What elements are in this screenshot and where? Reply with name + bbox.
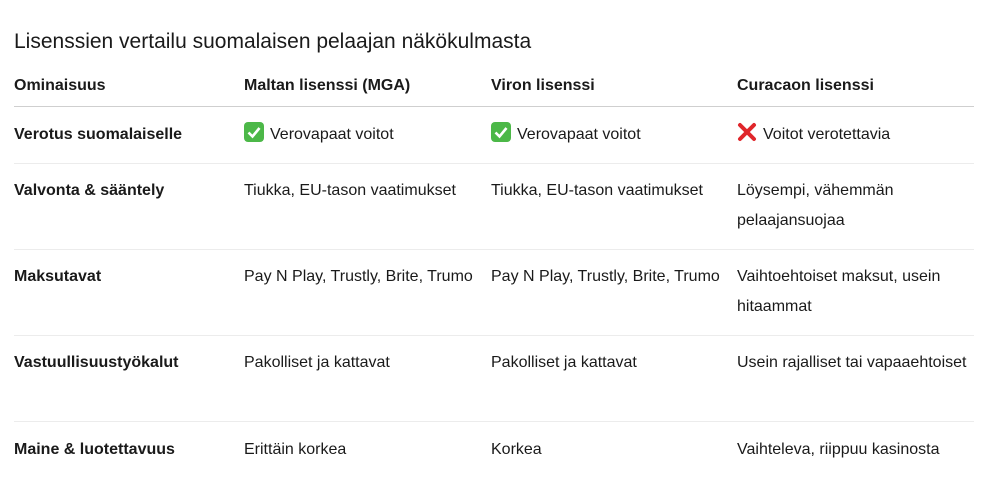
row-label: Vastuullisuustyökalut bbox=[14, 354, 179, 371]
row-label: Valvonta & sääntely bbox=[14, 182, 165, 199]
cell: Voitot verotettavia bbox=[737, 120, 973, 150]
cell: Korkea bbox=[491, 441, 542, 458]
cell: Vaihteleva, riippuu kasinosta bbox=[737, 441, 940, 458]
cell-text: Verovapaat voitot bbox=[517, 126, 641, 143]
check-icon bbox=[244, 122, 264, 142]
header-cell: Ominaisuus bbox=[14, 77, 106, 94]
header-cell: Maltan lisenssi (MGA) bbox=[244, 77, 411, 94]
cell: Pay N Play, Trustly, Brite, Trumo bbox=[244, 268, 473, 285]
title: Lisenssien vertailu suomalaisen pelaajan… bbox=[14, 30, 532, 53]
cell: Verovapaat voitot bbox=[491, 120, 727, 150]
cell: Pay N Play, Trustly, Brite, Trumo bbox=[491, 268, 720, 285]
row-label: Verotus suomalaiselle bbox=[14, 126, 183, 143]
cell: Pakolliset ja kattavat bbox=[491, 354, 637, 371]
header-cell: Viron lisenssi bbox=[491, 77, 595, 94]
row-divider bbox=[14, 249, 974, 250]
row-divider bbox=[14, 163, 974, 164]
cell: Usein rajalliset tai vapaaehtoiset bbox=[737, 354, 967, 371]
cell: Verovapaat voitot bbox=[244, 120, 480, 150]
row-divider bbox=[14, 421, 974, 422]
row-label: Maine & luotettavuus bbox=[14, 441, 175, 458]
row-divider bbox=[14, 335, 974, 336]
header-divider bbox=[14, 106, 974, 107]
cell: Pakolliset ja kattavat bbox=[244, 354, 390, 371]
header-cell: Curacaon lisenssi bbox=[737, 77, 874, 94]
cell-text: Voitot verotettavia bbox=[763, 126, 891, 143]
row-label: Maksutavat bbox=[14, 268, 102, 285]
cell: Tiukka, EU-tason vaatimukset bbox=[244, 182, 456, 199]
cell: Erittäin korkea bbox=[244, 441, 347, 458]
cell: Tiukka, EU-tason vaatimukset bbox=[491, 182, 703, 199]
cell: Vaihtoehtoiset maksut, usein hitaammat bbox=[737, 268, 941, 315]
cell-text: Verovapaat voitot bbox=[270, 126, 394, 143]
cross-icon bbox=[738, 123, 756, 141]
cell: Löysempi, vähemmän pelaajansuojaa bbox=[737, 182, 894, 229]
check-icon bbox=[491, 122, 511, 142]
